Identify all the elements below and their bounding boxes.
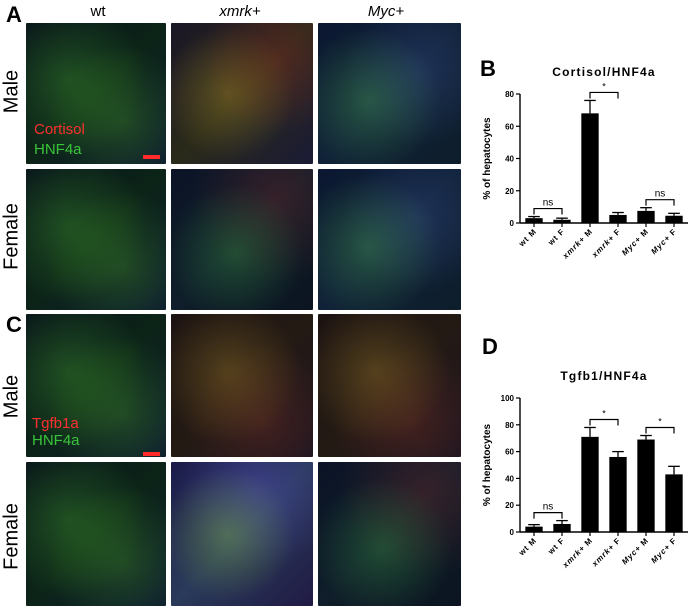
chart-d-y-tick-label: 60 xyxy=(505,448,514,457)
panel-letter-c: C xyxy=(6,312,22,337)
chart-d-significance-bracket xyxy=(645,426,675,434)
chart-b-significance-bracket xyxy=(589,91,619,99)
micrograph-c-xmrk-male xyxy=(171,314,313,457)
stain-label-hnf4a-a: HNF4a xyxy=(34,141,82,158)
micrograph-a-myc-female xyxy=(318,169,461,310)
chart-b-significance-bracket xyxy=(533,207,563,215)
chart-d-y-tick-label: 40 xyxy=(505,474,514,483)
chart-b-significance-label: ns xyxy=(655,189,666,200)
chart-tgfb1-hnf4a: Tgfb1/HNF4a % of hepatocytes 0 20 40 60 80 100 w… xyxy=(482,369,688,570)
chart-b-bar xyxy=(525,218,543,223)
chart-b-x-tick-label: xmrk+ M xyxy=(560,227,594,261)
chart-cortisol-hnf4a: Cortisol/HNF4a % of hepatocytes 0 20 40 60 80 w… xyxy=(482,65,688,261)
chart-d-y-tick-label: 20 xyxy=(505,501,514,510)
chart-d-significance-bracket xyxy=(589,418,619,426)
chart-b-bar xyxy=(637,210,655,223)
micrograph-a-wt-female xyxy=(26,169,166,310)
micrograph-c-xmrk-female xyxy=(171,462,313,606)
chart-d-x-tick-label: xmrk+ F xyxy=(590,536,623,569)
chart-b-bar xyxy=(665,215,683,223)
panel-letter-b: B xyxy=(480,56,496,81)
chart-b-significance-label: * xyxy=(602,81,606,91)
chart-d-bar xyxy=(553,523,571,532)
stain-label-hnf4a-c: HNF4a xyxy=(32,432,80,449)
chart-b-significance-bracket xyxy=(645,199,675,206)
micrograph-a-wt-male xyxy=(26,23,166,164)
chart-d-bar xyxy=(665,474,683,532)
chart-b-bar xyxy=(581,113,599,223)
chart-b-y-axis-label: % of hepatocytes xyxy=(482,117,493,200)
row-label-female-a: Female xyxy=(0,203,23,270)
chart-d-title: Tgfb1/HNF4a xyxy=(560,369,647,383)
micrograph-a-xmrk-male xyxy=(171,23,313,164)
chart-b-significance-label: ns xyxy=(543,198,554,209)
chart-b-x-tick-label: Myc+ F xyxy=(649,227,678,256)
row-label-male-a: Male xyxy=(0,69,23,114)
micrograph-a-myc-male xyxy=(318,23,461,164)
chart-d-x-tick-label: wt M xyxy=(517,536,539,558)
chart-b-bar xyxy=(553,219,571,223)
chart-b-title: Cortisol/HNF4a xyxy=(552,65,655,79)
scale-bar-a xyxy=(143,155,160,159)
column-header-myc: Myc+ xyxy=(367,3,405,20)
micrograph-a-xmrk-female xyxy=(171,169,313,310)
chart-d-significance-label: ns xyxy=(543,502,554,513)
chart-d-y-tick-label: 80 xyxy=(505,421,514,430)
chart-d-bar xyxy=(525,526,543,532)
chart-b-y-tick-label: 20 xyxy=(505,187,514,196)
chart-d-x-tick-label: xmrk+ M xyxy=(560,536,594,570)
micrograph-c-myc-female xyxy=(318,462,461,606)
chart-b-y-tick-label: 40 xyxy=(505,155,514,164)
scale-bar-c xyxy=(143,452,160,456)
column-header-wt: wt xyxy=(90,3,106,20)
chart-b-x-tick-label: Myc+ M xyxy=(620,227,650,257)
column-header-xmrk: xmrk+ xyxy=(219,3,261,20)
micrograph-c-wt-female xyxy=(26,462,166,606)
chart-d-significance-label: * xyxy=(658,417,662,427)
chart-d-x-tick-label: Myc+ M xyxy=(620,536,650,566)
micrograph-c-myc-male xyxy=(318,314,461,457)
stain-label-cortisol: Cortisol xyxy=(34,121,85,138)
chart-d-y-tick-label: 0 xyxy=(510,528,515,537)
chart-d-x-tick-label: wt F xyxy=(546,536,567,557)
chart-b-y-tick-label: 60 xyxy=(505,122,514,131)
chart-b-x-tick-label: wt M xyxy=(517,227,539,249)
chart-d-significance-label: * xyxy=(602,408,606,418)
chart-b-bar xyxy=(609,214,627,223)
chart-d-significance-bracket xyxy=(533,512,563,519)
chart-d-y-axis-label: % of hepatocytes xyxy=(482,423,493,506)
row-label-female-c: Female xyxy=(0,503,23,570)
chart-d-bar xyxy=(609,456,627,532)
chart-b-x-tick-label: xmrk+ F xyxy=(590,227,623,260)
chart-d-x-tick-label: Myc+ F xyxy=(649,536,678,565)
chart-b-x-tick-label: wt F xyxy=(546,227,567,248)
row-label-male-c: Male xyxy=(0,374,23,419)
chart-b-y-tick-label: 0 xyxy=(510,219,515,228)
micrograph-c-wt-male xyxy=(26,314,166,457)
chart-d-bar xyxy=(637,439,655,532)
chart-d-y-tick-label: 100 xyxy=(501,394,515,403)
panel-letter-a: A xyxy=(6,2,22,27)
stain-label-tgfb1a: Tgfb1a xyxy=(32,415,79,432)
panel-letter-d: D xyxy=(482,334,498,359)
chart-d-bar xyxy=(581,436,599,532)
chart-b-y-tick-label: 80 xyxy=(505,90,514,99)
